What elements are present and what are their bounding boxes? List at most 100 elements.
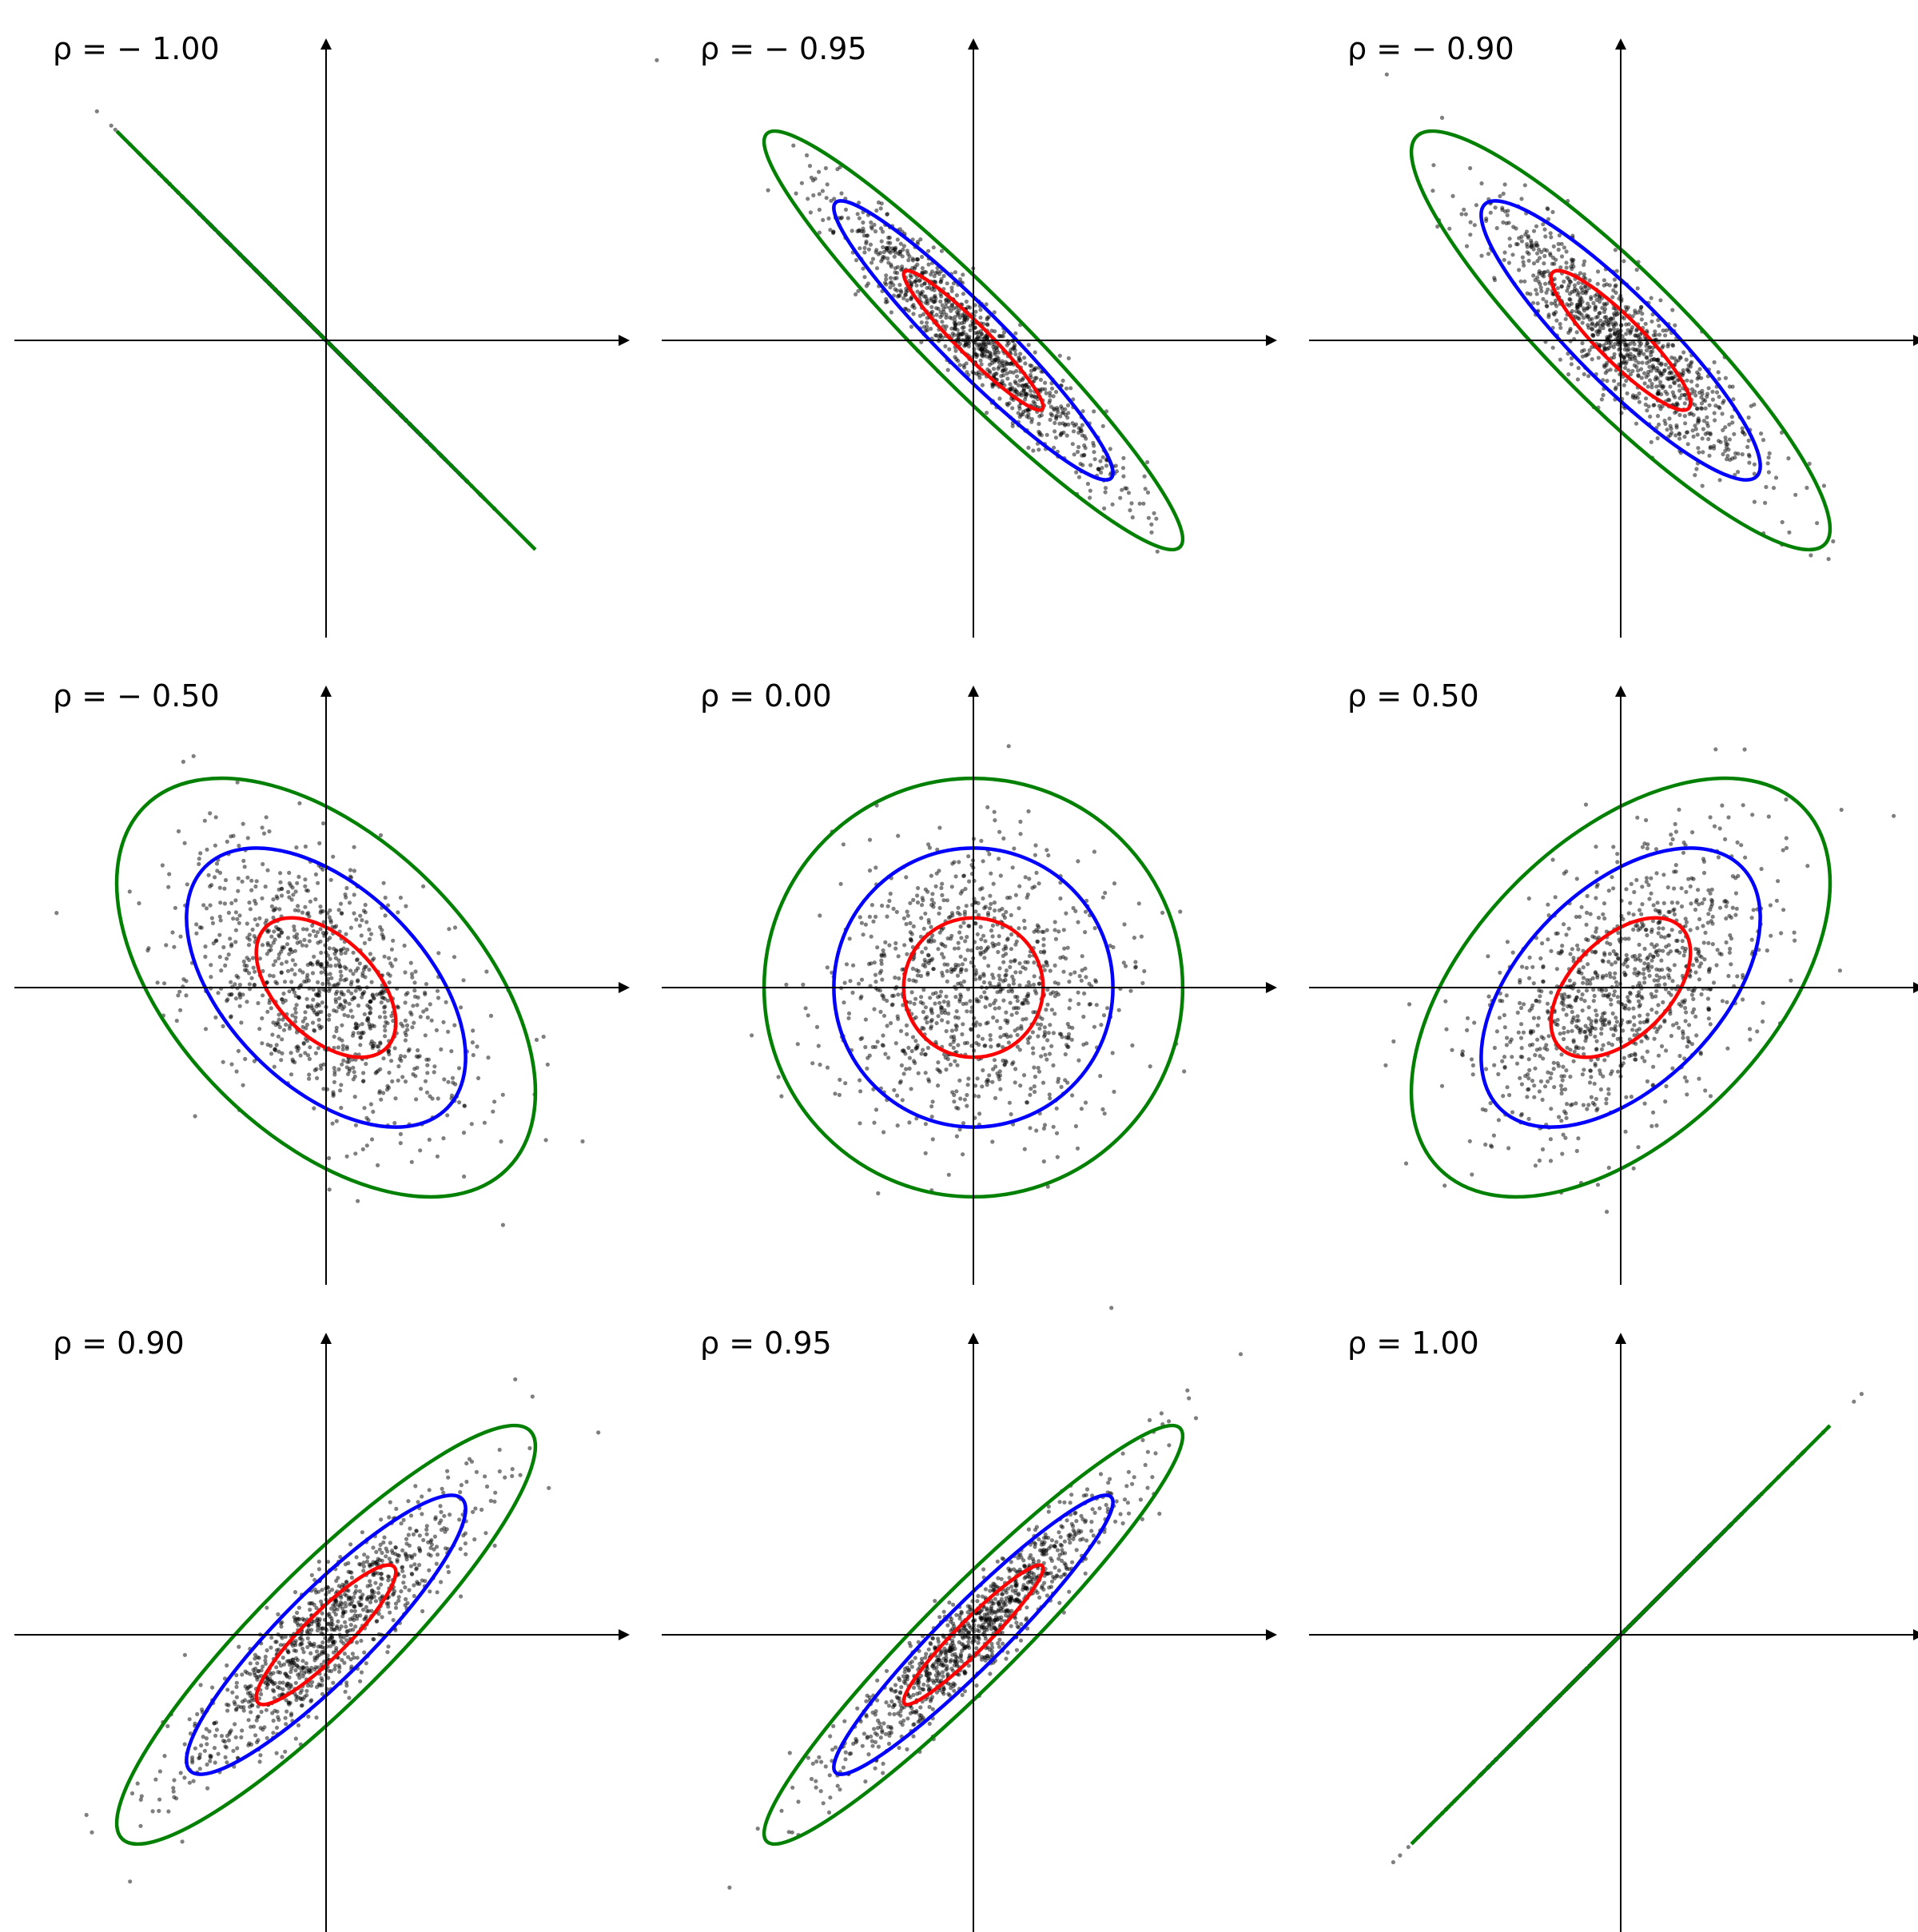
scatter-point bbox=[914, 980, 918, 984]
scatter-point bbox=[905, 952, 909, 956]
scatter-point bbox=[205, 906, 209, 910]
scatter-point bbox=[1010, 989, 1014, 993]
scatter-point bbox=[1431, 189, 1435, 193]
scatter-point bbox=[1084, 1041, 1088, 1045]
scatter-point bbox=[1001, 960, 1005, 964]
scatter-point bbox=[1636, 286, 1640, 290]
scatter-point bbox=[1685, 431, 1689, 435]
scatter-point bbox=[410, 1160, 414, 1164]
scatter-point bbox=[981, 896, 985, 900]
scatter-point bbox=[1098, 1074, 1102, 1078]
scatter-point bbox=[979, 924, 983, 928]
scatter-point bbox=[544, 1138, 548, 1142]
scatter-point bbox=[974, 1020, 978, 1024]
scatter-point bbox=[1616, 328, 1620, 332]
scatter-point bbox=[277, 907, 281, 911]
scatter-point bbox=[369, 932, 373, 936]
scatter-point bbox=[885, 212, 889, 216]
scatter-point bbox=[339, 1083, 343, 1087]
scatter-point bbox=[243, 865, 247, 869]
scatter-point bbox=[352, 845, 356, 849]
scatter-point bbox=[218, 900, 222, 904]
scatter-point bbox=[1700, 407, 1704, 411]
scatter-point bbox=[989, 928, 993, 932]
scatter-point bbox=[868, 869, 872, 873]
scatter-point bbox=[269, 1006, 273, 1010]
scatter-point bbox=[1028, 1126, 1032, 1130]
scatter-point bbox=[293, 963, 297, 967]
scatter-point bbox=[939, 942, 943, 946]
scatter-point bbox=[1685, 358, 1689, 362]
scatter-point bbox=[392, 1121, 396, 1125]
scatter-point bbox=[399, 1132, 403, 1136]
scatter-point bbox=[348, 868, 352, 872]
scatter-point bbox=[300, 911, 304, 915]
scatter-point bbox=[233, 940, 237, 944]
scatter-point bbox=[1385, 73, 1389, 77]
scatter-point bbox=[303, 885, 307, 888]
scatter-point bbox=[1074, 1124, 1078, 1128]
scatter-point bbox=[838, 1078, 842, 1082]
scatter-point bbox=[919, 1000, 923, 1004]
scatter-point bbox=[1447, 227, 1451, 231]
scatter-point bbox=[247, 943, 251, 947]
scatter-point bbox=[897, 294, 901, 298]
scatter-point bbox=[888, 241, 892, 245]
scatter-point bbox=[909, 939, 913, 943]
scatter-point bbox=[403, 1031, 407, 1035]
scatter-point bbox=[1764, 485, 1768, 489]
scatter-point bbox=[893, 255, 897, 259]
scatter-point bbox=[920, 255, 924, 259]
scatter-point bbox=[387, 1052, 391, 1056]
scatter-point bbox=[1629, 372, 1633, 376]
scatter-point bbox=[1143, 475, 1147, 479]
scatter-point bbox=[1015, 940, 1019, 944]
scatter-point bbox=[1710, 390, 1714, 394]
scatter-point bbox=[1766, 461, 1770, 465]
scatter-point bbox=[451, 1076, 455, 1080]
scatter-point bbox=[241, 822, 245, 826]
scatter-point bbox=[1092, 443, 1096, 447]
scatter-point bbox=[239, 1020, 243, 1024]
scatter-point bbox=[1029, 364, 1033, 368]
scatter-point bbox=[909, 296, 913, 300]
scatter-point bbox=[966, 1076, 970, 1080]
scatter-point bbox=[1637, 392, 1641, 396]
scatter-point bbox=[1521, 256, 1525, 260]
scatter-point bbox=[881, 1033, 885, 1037]
scatter-point bbox=[843, 1081, 847, 1085]
scatter-point bbox=[1579, 285, 1583, 289]
scatter-point bbox=[854, 292, 858, 296]
scatter-point bbox=[889, 310, 893, 314]
scatter-point bbox=[892, 907, 896, 911]
scatter-point bbox=[959, 936, 963, 940]
scatter-point bbox=[1566, 372, 1570, 376]
scatter-point bbox=[333, 983, 337, 987]
scatter-point bbox=[261, 943, 265, 947]
scatter-point bbox=[892, 1088, 896, 1092]
scatter-point bbox=[907, 978, 911, 982]
scatter-point bbox=[1717, 370, 1721, 374]
scatter-point bbox=[874, 1107, 878, 1111]
scatter-point bbox=[342, 992, 346, 996]
scatter-point bbox=[1049, 418, 1053, 422]
scatter-point bbox=[432, 1070, 436, 1074]
scatter-point bbox=[1043, 1025, 1047, 1029]
scatter-point bbox=[1562, 245, 1566, 249]
scatter-point bbox=[1022, 1001, 1026, 1005]
scatter-point bbox=[344, 886, 348, 890]
scatter-point bbox=[251, 956, 255, 960]
scatter-point bbox=[307, 1077, 311, 1081]
scatter-point bbox=[894, 276, 898, 280]
scatter-point bbox=[913, 280, 917, 284]
scatter-point bbox=[1045, 848, 1049, 852]
y-axis-arrowhead bbox=[320, 686, 332, 697]
scatter-point bbox=[1013, 1080, 1017, 1084]
scatter-point bbox=[1052, 1125, 1056, 1129]
scatter-point bbox=[385, 1087, 389, 1091]
scatter-point bbox=[404, 1019, 408, 1023]
scatter-point bbox=[349, 1008, 353, 1012]
scatter-point bbox=[1665, 427, 1669, 431]
scatter-point bbox=[850, 229, 854, 233]
scatter-point bbox=[364, 903, 368, 907]
